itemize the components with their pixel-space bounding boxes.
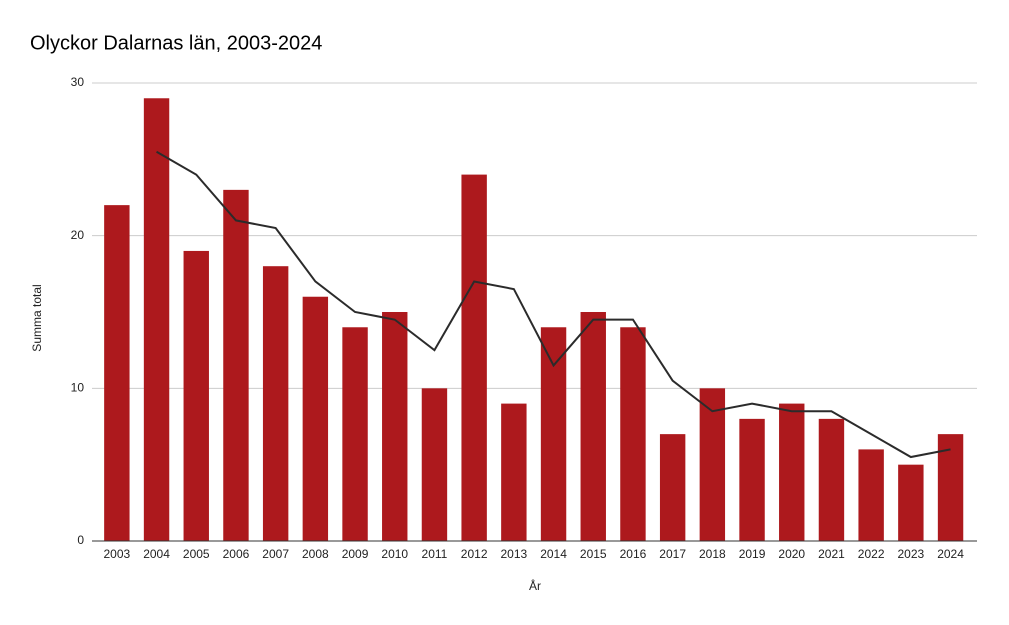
x-tick-label: 2005	[183, 547, 210, 561]
bar	[580, 312, 606, 541]
x-tick-label: 2015	[580, 547, 607, 561]
x-tick-label: 2024	[937, 547, 964, 561]
y-tick-label: 10	[71, 381, 85, 395]
bar	[659, 434, 686, 541]
bar	[421, 388, 448, 541]
x-tick-label: 2007	[262, 547, 289, 561]
y-tick-label: 20	[71, 228, 85, 242]
x-tick-label: 2023	[897, 547, 924, 561]
y-tick-label: 30	[71, 75, 85, 89]
bar	[898, 464, 924, 541]
x-tick-label: 2008	[302, 547, 329, 561]
bar	[818, 418, 845, 541]
x-tick-label: 2011	[422, 547, 448, 561]
trend-line	[156, 150, 951, 459]
bar	[382, 312, 408, 541]
x-tick-label: 2006	[223, 547, 250, 561]
bar	[223, 189, 249, 541]
x-tick-label: 2010	[381, 547, 408, 561]
bar	[620, 327, 646, 541]
bar	[858, 449, 884, 541]
x-tick-label: 2012	[461, 547, 488, 561]
bar	[779, 403, 805, 541]
bar	[739, 418, 765, 541]
bar	[262, 266, 289, 541]
bar	[699, 388, 726, 541]
x-tick-label: 2019	[739, 547, 766, 561]
x-axis-label: År	[529, 578, 541, 593]
bar	[461, 174, 487, 541]
bar	[104, 205, 130, 541]
x-tick-label: 2022	[858, 547, 885, 561]
bar	[143, 98, 170, 542]
y-tick-label: 0	[77, 533, 84, 547]
x-tick-label: 2020	[778, 547, 805, 561]
bar	[501, 403, 527, 541]
x-tick-label: 2003	[103, 547, 130, 561]
bar	[540, 327, 567, 541]
x-tick-label: 2021	[818, 547, 845, 561]
x-tick-label: 2014	[540, 547, 567, 561]
x-tick-label: 2017	[659, 547, 686, 561]
chart-title: Olyckor Dalarnas län, 2003-2024	[30, 32, 322, 54]
bar	[183, 250, 209, 541]
x-tick-label: 2013	[500, 547, 527, 561]
y-axis-label: Summa total	[30, 284, 44, 351]
bar	[302, 296, 329, 541]
x-tick-label: 2009	[342, 547, 369, 561]
x-tick-label: 2016	[620, 547, 647, 561]
bar	[342, 327, 368, 541]
x-tick-label: 2018	[699, 547, 726, 561]
x-tick-label: 2004	[143, 547, 170, 561]
